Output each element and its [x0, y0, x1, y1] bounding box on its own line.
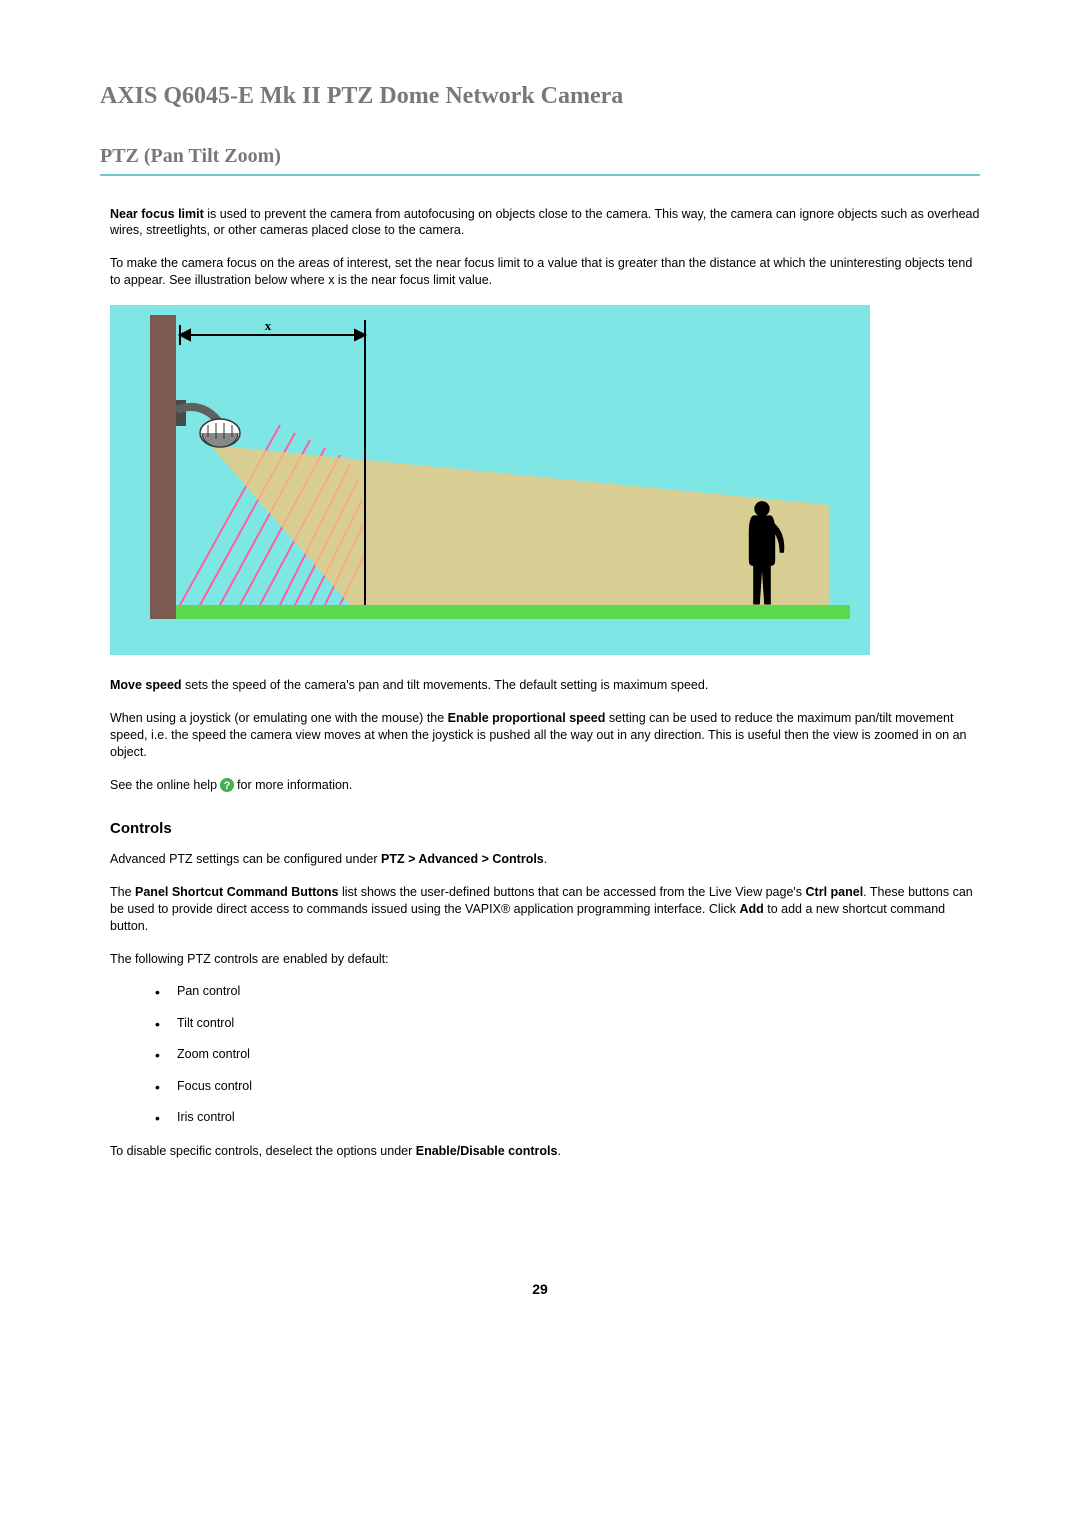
illust-ground: [150, 605, 850, 619]
controls-p1-a: Advanced PTZ settings can be configured …: [110, 852, 381, 866]
page-title: AXIS Q6045-E Mk II PTZ Dome Network Came…: [100, 80, 980, 114]
ptz-controls-list: Pan control Tilt control Zoom control Fo…: [155, 983, 980, 1127]
list-item: Zoom control: [155, 1046, 980, 1064]
controls-p4-bold: Enable/Disable controls: [416, 1144, 558, 1158]
list-item: Pan control: [155, 983, 980, 1001]
near-focus-text-1: is used to prevent the camera from autof…: [110, 207, 979, 238]
focus-illustration: x: [110, 305, 870, 655]
controls-para-1: Advanced PTZ settings can be configured …: [110, 851, 980, 868]
near-focus-para-1: Near focus limit is used to prevent the …: [110, 206, 980, 240]
controls-p2-bold2: Ctrl panel: [806, 885, 864, 899]
move-speed-text: sets the speed of the camera's pan and t…: [182, 678, 709, 692]
proportional-speed-para: When using a joystick (or emulating one …: [110, 710, 980, 761]
controls-p2-bold1: Panel Shortcut Command Buttons: [135, 885, 338, 899]
illust-pole: [150, 315, 176, 619]
controls-para-3: The following PTZ controls are enabled b…: [110, 951, 980, 968]
controls-para-2: The Panel Shortcut Command Buttons list …: [110, 884, 980, 935]
svg-text:?: ?: [224, 780, 231, 792]
controls-p4-b: .: [557, 1144, 560, 1158]
page-number: 29: [100, 1280, 980, 1300]
controls-para-4: To disable specific controls, deselect t…: [110, 1143, 980, 1160]
controls-p1-b: .: [544, 852, 547, 866]
help-line: See the online help ? for more informati…: [110, 777, 980, 795]
section-heading: PTZ (Pan Tilt Zoom): [100, 142, 980, 170]
illust-x-label: x: [265, 318, 272, 333]
list-item: Focus control: [155, 1078, 980, 1096]
prop-speed-bold: Enable proportional speed: [448, 711, 606, 725]
controls-heading: Controls: [110, 818, 980, 839]
controls-p4-a: To disable specific controls, deselect t…: [110, 1144, 416, 1158]
near-focus-para-2: To make the camera focus on the areas of…: [110, 255, 980, 289]
section-underline: [100, 174, 980, 176]
controls-p2-a: The: [110, 885, 135, 899]
move-speed-label: Move speed: [110, 678, 182, 692]
controls-p2-b: list shows the user-defined buttons that…: [339, 885, 806, 899]
controls-p1-bold: PTZ > Advanced > Controls: [381, 852, 544, 866]
controls-p2-bold3: Add: [739, 902, 763, 916]
move-speed-para: Move speed sets the speed of the camera'…: [110, 677, 980, 694]
help-text-post: for more information.: [237, 777, 352, 795]
prop-speed-text-a: When using a joystick (or emulating one …: [110, 711, 448, 725]
near-focus-label: Near focus limit: [110, 207, 204, 221]
list-item: Tilt control: [155, 1015, 980, 1033]
help-icon: ?: [219, 777, 235, 793]
list-item: Iris control: [155, 1109, 980, 1127]
help-text-pre: See the online help: [110, 777, 217, 795]
